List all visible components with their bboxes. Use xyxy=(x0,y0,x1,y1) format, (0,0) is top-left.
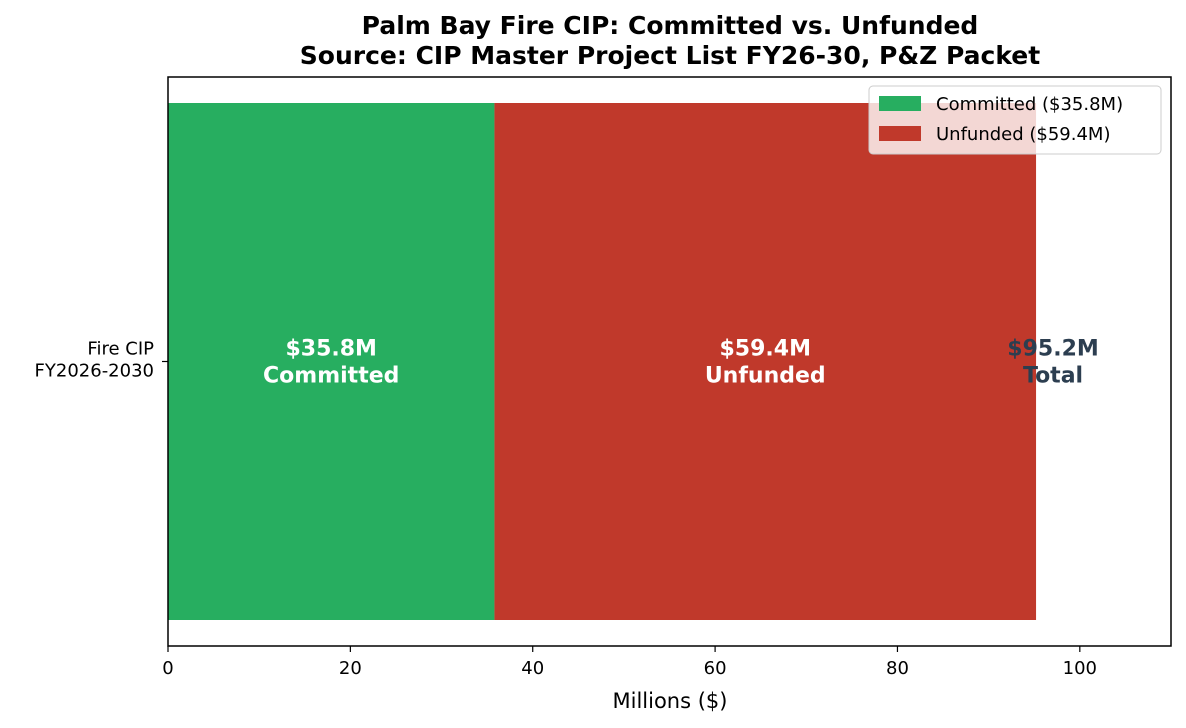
x-axis-ticks: 0 20 40 60 80 100 xyxy=(162,646,1097,679)
bar-category-label: Committed xyxy=(263,364,399,389)
x-tick-label: 80 xyxy=(886,658,909,679)
legend-entry-label: Unfunded ($59.4M) xyxy=(936,124,1111,145)
legend-swatch xyxy=(879,126,921,141)
total-text-label: Total xyxy=(1023,364,1083,389)
y-tick-label: Fire CIP xyxy=(87,339,154,360)
bar-value-label: $35.8M xyxy=(285,337,376,362)
x-tick-label: 20 xyxy=(339,658,362,679)
total-value-label: $95.2M xyxy=(1007,337,1098,362)
bar-category-label: Unfunded xyxy=(705,364,826,389)
x-tick-label: 60 xyxy=(704,658,727,679)
bar-unfunded xyxy=(494,103,1037,620)
x-tick-label: 0 xyxy=(162,658,173,679)
x-axis-label: Millions ($) xyxy=(613,689,728,713)
legend-frame xyxy=(868,85,1162,155)
x-tick-label: 100 xyxy=(1063,658,1097,679)
chart-subtitle: Source: CIP Master Project List FY26-30,… xyxy=(300,41,1040,70)
legend: Committed ($35.8M) Unfunded ($59.4M) xyxy=(868,85,1162,155)
bars-group xyxy=(168,103,1037,620)
x-tick-label: 40 xyxy=(521,658,544,679)
bar-committed xyxy=(168,103,495,620)
chart-title: Palm Bay Fire CIP: Committed vs. Unfunde… xyxy=(362,11,979,40)
bar-value-label: $59.4M xyxy=(719,337,810,362)
legend-entry-label: Committed ($35.8M) xyxy=(936,94,1123,115)
y-tick-label: FY2026-2030 xyxy=(35,361,154,382)
legend-swatch xyxy=(879,96,921,111)
